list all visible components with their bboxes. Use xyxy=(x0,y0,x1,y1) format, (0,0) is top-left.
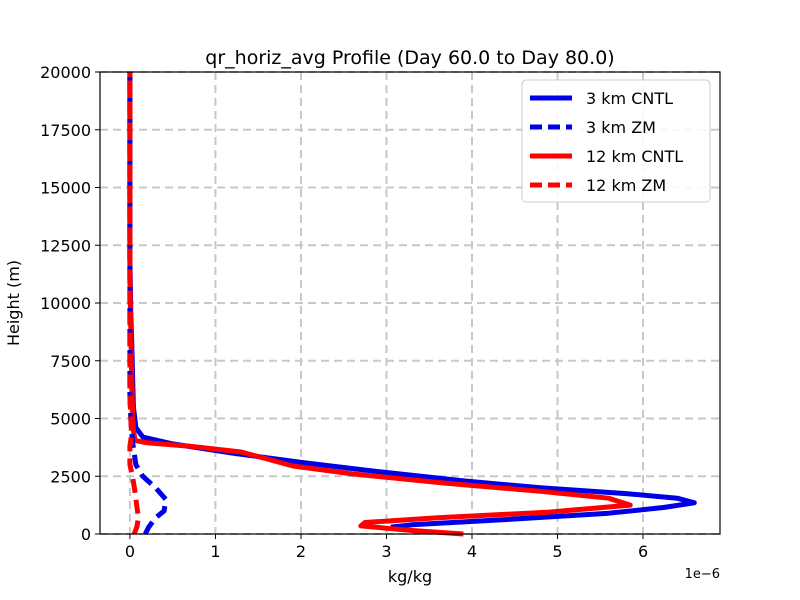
y-tick-label: 12500 xyxy=(40,236,91,255)
legend-label: 12 km CNTL xyxy=(586,147,683,166)
y-axis-label: Height (m) xyxy=(4,260,23,346)
legend: 3 km CNTL 3 km ZM 12 km CNTL 12 km ZM xyxy=(521,79,711,203)
x-axis-offset-label: 1e−6 xyxy=(685,567,720,582)
y-tick-label: 7500 xyxy=(50,352,91,371)
plot-lines xyxy=(127,72,697,537)
y-tick-label: 15000 xyxy=(40,179,91,198)
series-line-12-km-zm xyxy=(127,72,141,535)
legend-frame xyxy=(521,79,711,203)
y-tick-label: 20000 xyxy=(40,63,91,82)
x-tick-label: 0 xyxy=(125,542,135,561)
y-tick-label: 10000 xyxy=(40,294,91,313)
y-tick-label: 17500 xyxy=(40,121,91,140)
chart-title: qr_horiz_avg Profile (Day 60.0 to Day 80… xyxy=(205,47,614,69)
x-tick-label: 5 xyxy=(552,542,562,561)
legend-label: 3 km CNTL xyxy=(586,89,673,108)
x-axis-label: kg/kg xyxy=(388,567,432,586)
legend-label: 12 km ZM xyxy=(586,176,666,195)
y-tick-label: 0 xyxy=(81,525,91,544)
grid xyxy=(100,71,720,535)
x-tick-label: 6 xyxy=(638,542,648,561)
x-tick-label: 4 xyxy=(467,542,477,561)
y-tick-label: 2500 xyxy=(50,467,91,486)
x-tick-label: 2 xyxy=(296,542,306,561)
x-tick-label: 3 xyxy=(381,542,391,561)
y-tick-label: 5000 xyxy=(50,410,91,429)
x-tick-label: 1 xyxy=(210,542,220,561)
legend-label: 3 km ZM xyxy=(586,118,656,137)
axis-ticks: 0 1 2 3 4 5 6 0 2500 5000 7500 10000 12500 15000 17500… xyxy=(40,63,648,561)
